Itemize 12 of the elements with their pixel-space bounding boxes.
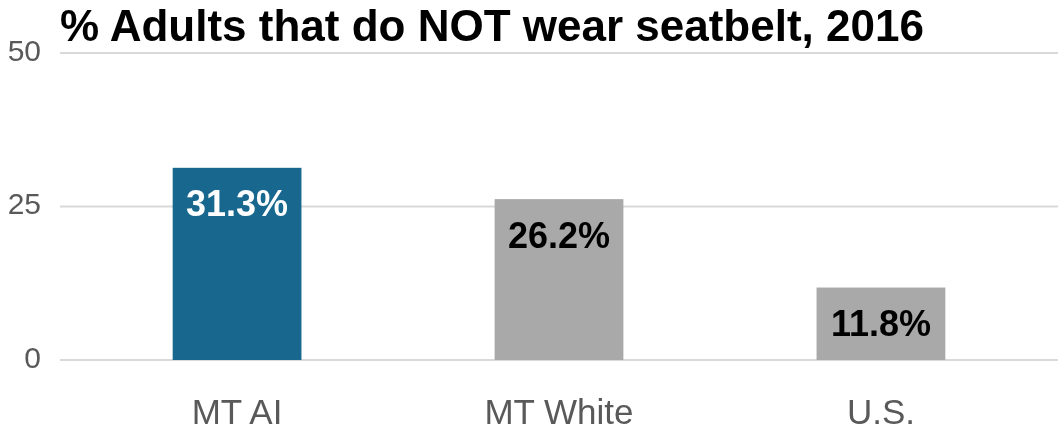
- bar: [494, 199, 624, 360]
- x-tick-label: MT AI: [191, 392, 283, 432]
- x-tick-label: U.S.: [846, 392, 915, 432]
- y-tick-label: 0: [24, 340, 41, 374]
- data-label: 11.8%: [830, 303, 931, 345]
- y-tick-label: 25: [7, 187, 41, 221]
- data-label: 31.3%: [186, 183, 289, 225]
- data-label: 26.2%: [507, 214, 611, 256]
- chart-title: % Adults that do NOT wear seatbelt, 2016: [60, 1, 924, 50]
- bar: [172, 167, 302, 360]
- x-tick-label: MT White: [484, 392, 634, 432]
- y-tick-label: 50: [7, 33, 41, 67]
